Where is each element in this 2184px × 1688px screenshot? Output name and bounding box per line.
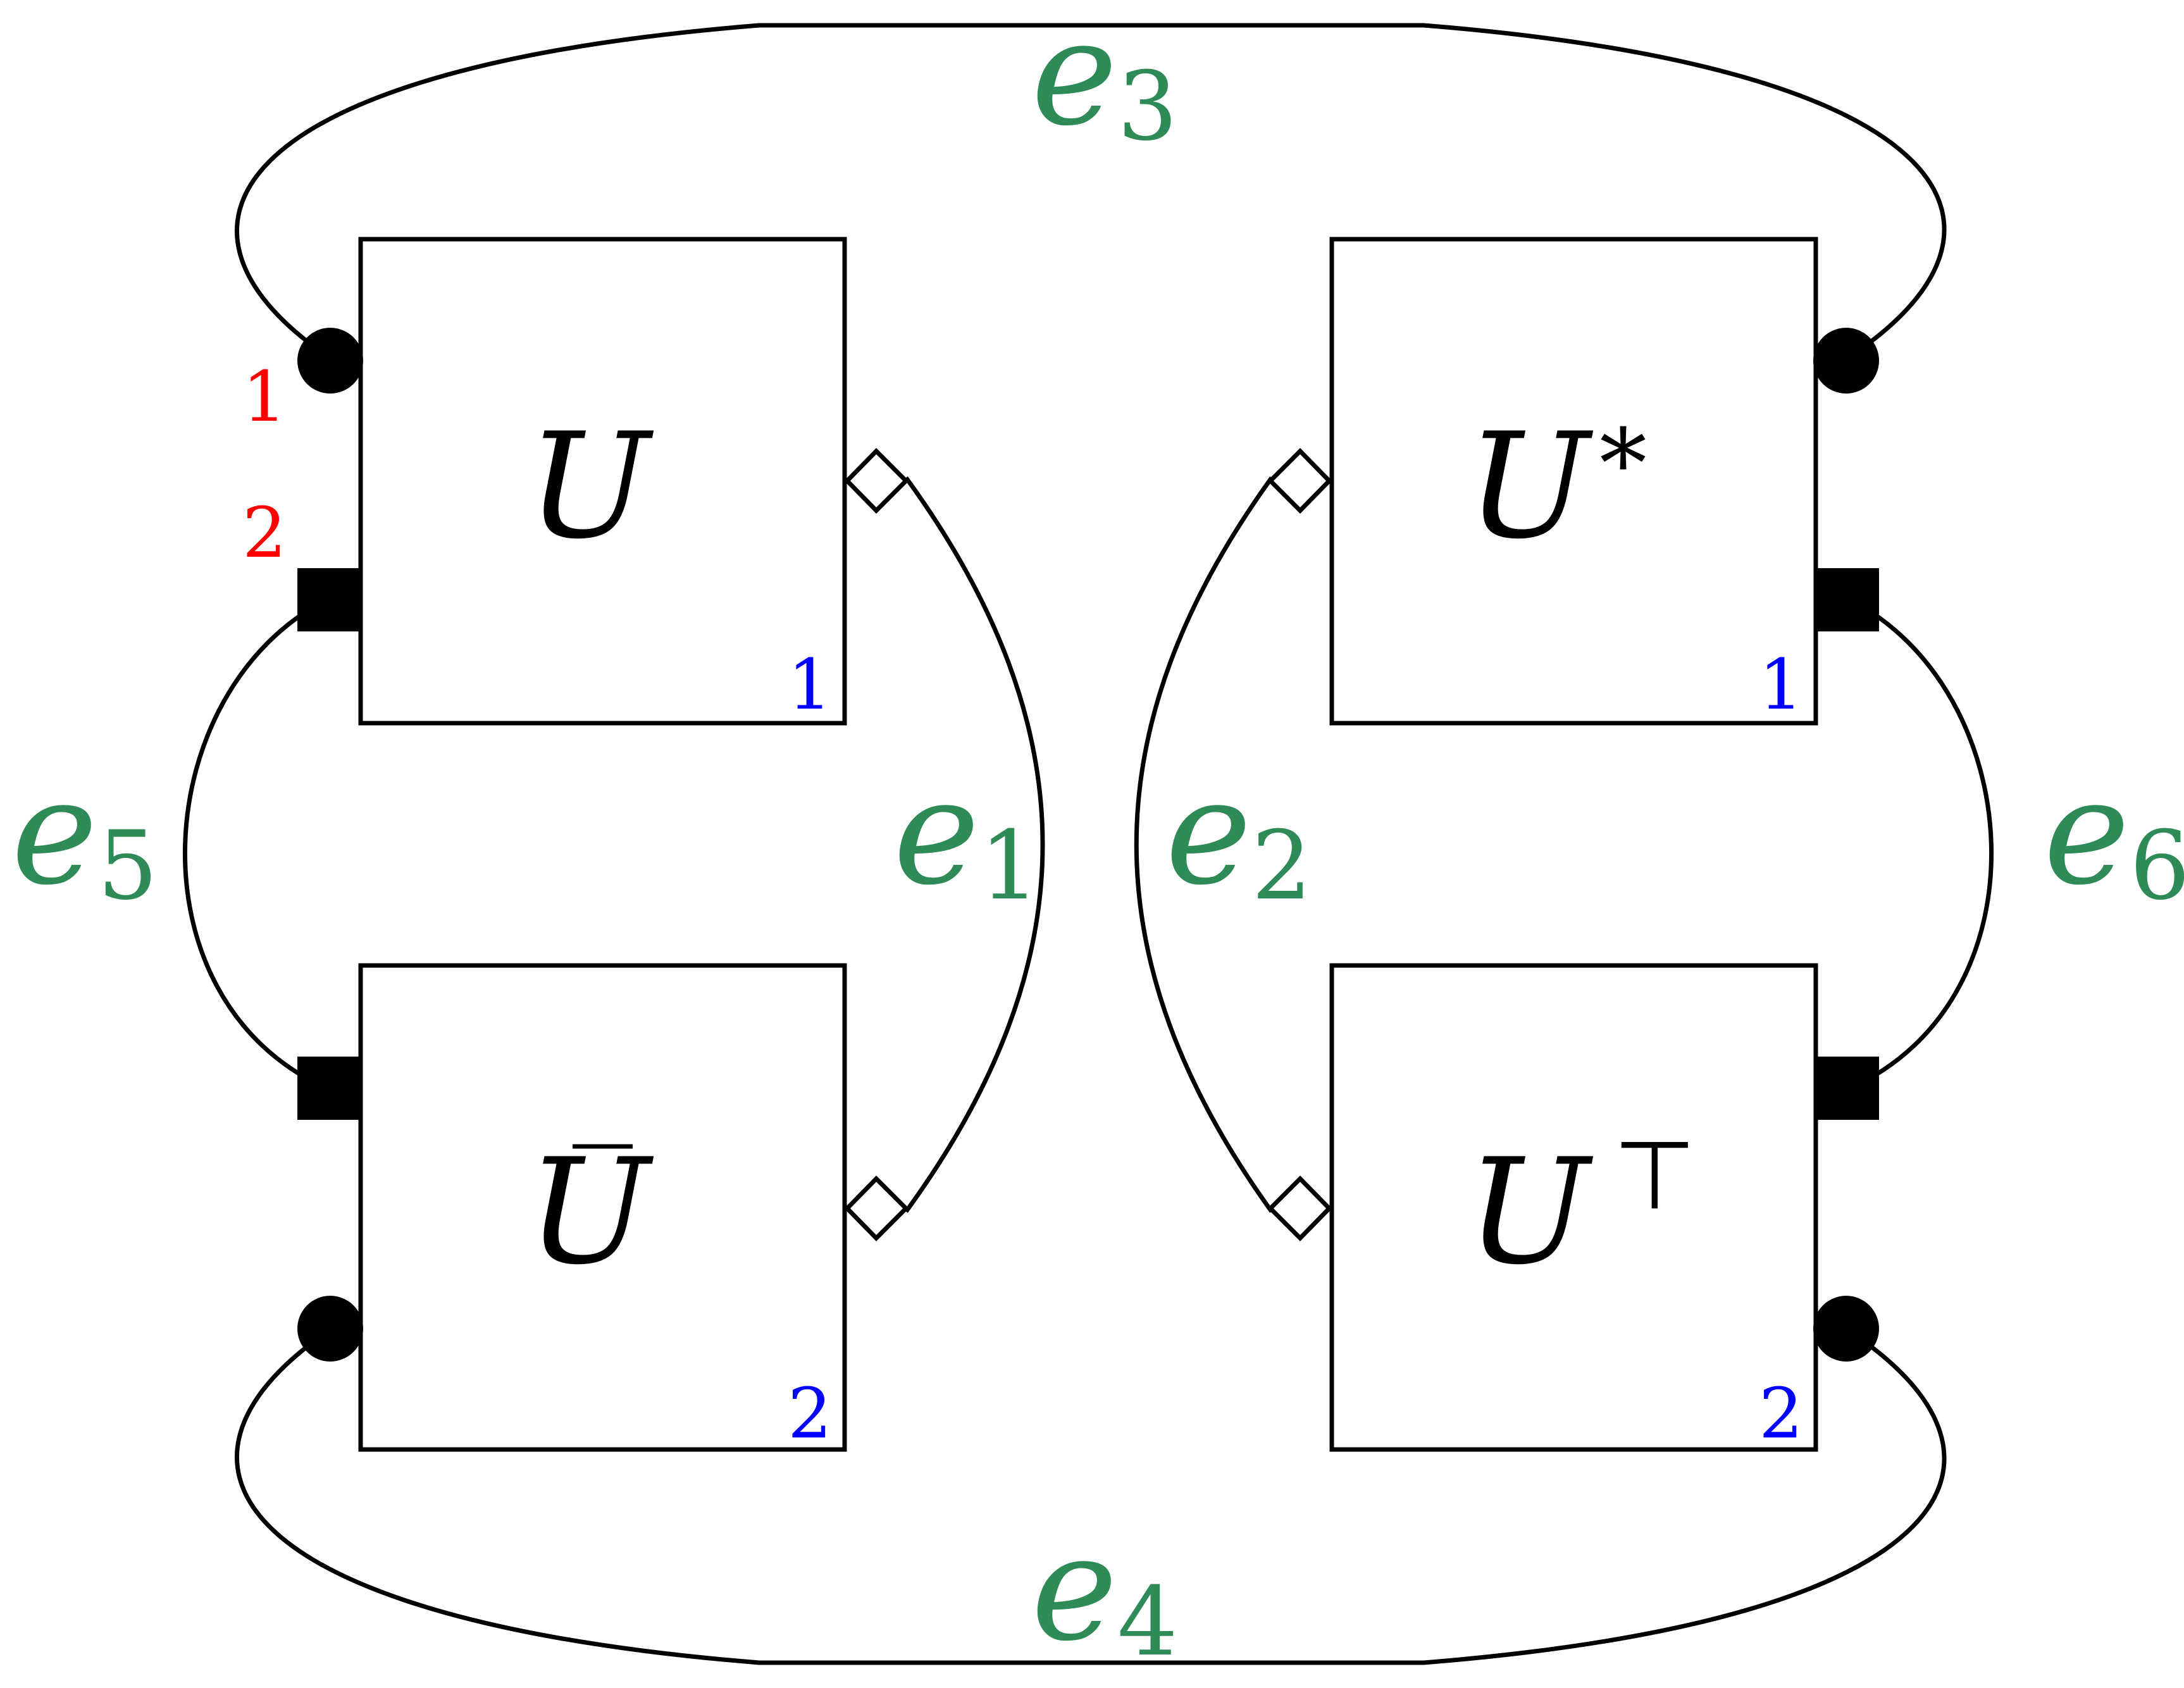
diamond-port-bottom-right [1267,1176,1332,1241]
diamond-port-bottom-left [844,1176,909,1241]
box-top-right [1329,237,1818,726]
box-index-bottom-right: 2 [1759,1373,1803,1454]
edge-label-e2: e2 [1165,748,1312,921]
box-sup-top-right: * [1599,409,1647,519]
box-label-top-left: U [527,402,654,571]
edge-e4-wire [235,1328,1947,1665]
edge-label-e3: e3 [1031,0,1178,162]
box-label-top-right: U [1467,402,1594,571]
square-port-top-right [1816,568,1879,631]
box-bottom-left [358,963,847,1452]
square-port-bottom-right [1816,1057,1879,1120]
box-index-top-left: 1 [788,644,832,725]
circle-port-top-right [1813,328,1879,394]
circle-port-top-left [297,328,363,394]
edge-e3-wire [235,23,1947,360]
box-index-bottom-left: 2 [788,1373,832,1454]
box-label-bottom-left: U [527,1128,654,1297]
square-port-top-left [297,568,361,631]
circle-port-bottom-right [1813,1296,1879,1362]
edge-label-e5: e5 [11,748,158,921]
box-sup-bottom-right: ⊤ [1613,1121,1696,1231]
box-top-left [358,237,847,726]
port-index-label-2: 2 [242,492,287,573]
edge-e1-wire [904,476,1045,1213]
box-bottom-right [1329,963,1818,1452]
edge-e5-wire [182,597,329,1091]
edge-label-e6: e6 [2044,748,2184,921]
port-index-label-1: 1 [242,356,287,437]
diamond-port-top-left [844,448,909,514]
diamond-port-top-right [1267,448,1332,514]
edge-e2-wire [1134,476,1274,1213]
circle-port-bottom-left [297,1296,363,1362]
edge-e6-wire [1847,597,1994,1091]
square-port-bottom-left [297,1057,361,1120]
edge-label-e1: e1 [893,748,1040,921]
box-index-top-right: 1 [1759,644,1803,725]
box-label-bottom-right: U [1467,1128,1594,1297]
edge-label-e4: e4 [1031,1505,1178,1677]
